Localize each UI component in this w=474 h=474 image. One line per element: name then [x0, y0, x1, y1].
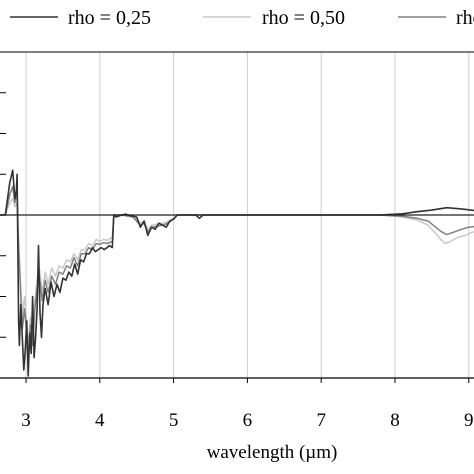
x-axis-ticks: 3 4 5 6 7 8 9 [21, 378, 474, 431]
legend: rho = 0,25 rho = 0,50 rho = 0,75 [10, 7, 474, 29]
x-tick-label-5: 5 [169, 410, 179, 431]
plot-area: 3 4 5 6 7 8 9 [0, 51, 474, 431]
x-tick-label-9: 9 [464, 410, 474, 431]
series-layer [0, 169, 474, 377]
x-tick-label-8: 8 [390, 410, 400, 431]
series-line-rho-0-50 [0, 197, 474, 351]
legend-label-rho-025: rho = 0,25 [68, 7, 151, 29]
series-line-rho-0-25 [0, 169, 474, 377]
x-tick-label-6: 6 [243, 410, 253, 431]
x-tick-label-7: 7 [316, 410, 326, 431]
legend-label-rho-075: rho = 0,75 [456, 7, 474, 29]
legend-label-rho-050: rho = 0,50 [262, 7, 345, 29]
x-axis-title: wavelength (µm) [207, 442, 338, 463]
x-tick-label-4: 4 [95, 410, 105, 431]
x-tick-label-3: 3 [21, 410, 31, 431]
